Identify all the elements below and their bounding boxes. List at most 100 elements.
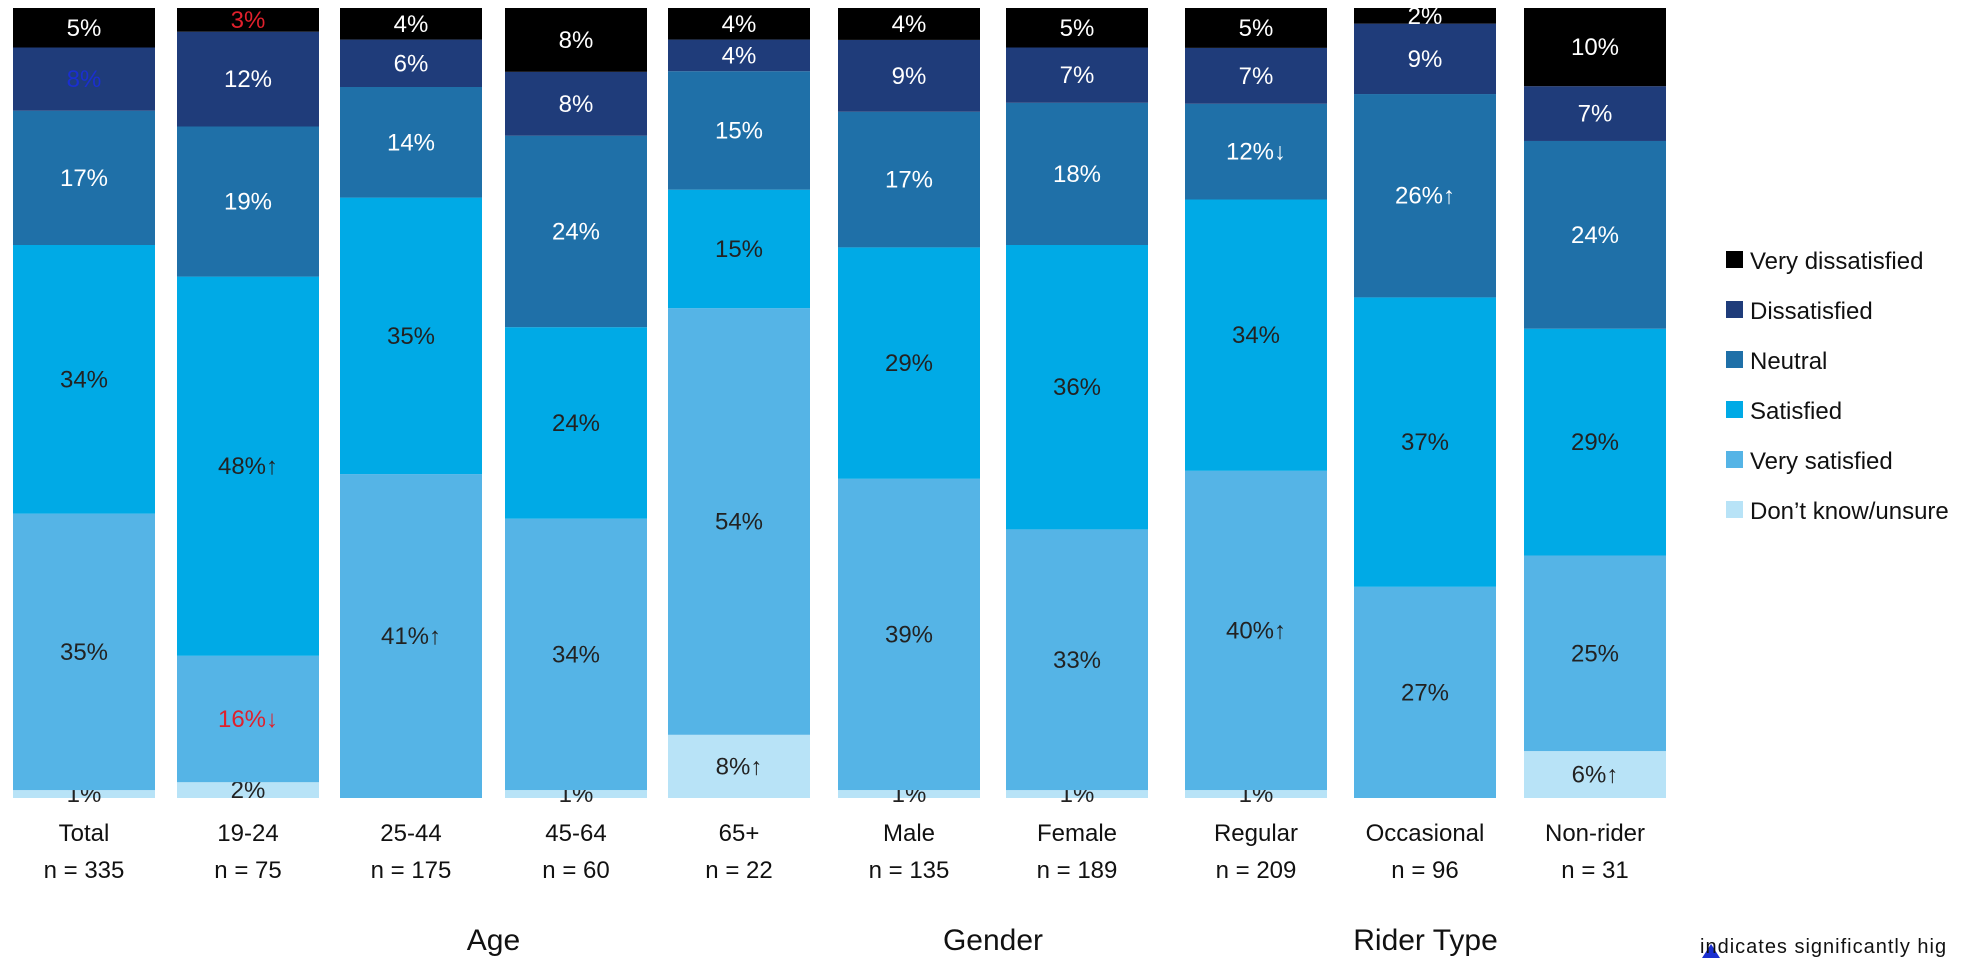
data-label: 25% [1571,640,1619,667]
bar-segment-occasional-5 [1354,8,1496,24]
data-label: 4% [892,11,927,38]
data-label: 5% [1060,15,1095,42]
data-label: 8%↑ [716,753,763,780]
data-label: 33% [1053,647,1101,674]
data-label: 19% [224,189,272,216]
data-label: 8% [559,27,594,54]
data-label: 2% [1408,3,1443,30]
data-label: 17% [60,165,108,192]
bar-segment-non-rider-0 [1524,751,1666,798]
bar-segment-occasional-3 [1354,94,1496,298]
legend-swatch [1726,251,1743,268]
category-n-label: n = 31 [1561,857,1628,884]
bar-segment-19-24-3 [177,126,319,277]
category-label: Total [59,820,110,847]
legend-label: Dissatisfied [1750,298,1873,325]
bar-segment-female-5 [1006,8,1148,48]
category-label: Regular [1214,820,1298,847]
data-label: 40%↑ [1226,617,1286,644]
data-label: 54% [715,509,763,536]
data-label: 27% [1401,679,1449,706]
bar-segment-non-rider-4 [1524,86,1666,141]
bar-segment-19-24-5 [177,8,319,32]
bar-segment-female-1 [1006,529,1148,791]
bar-segment-19-24-1 [177,655,319,783]
bar-segment-25-44-3 [340,87,482,198]
bar-segment-19-24-4 [177,31,319,127]
bar-segment-regular-2 [1185,199,1327,471]
data-label: 4% [722,42,757,69]
data-label: 5% [67,15,102,42]
bar-segment-total-3 [13,110,155,245]
data-label: 12%↓ [1226,139,1286,166]
bar-segment-19-24-0 [177,782,319,798]
legend-label: Very satisfied [1750,448,1893,475]
bar-segment-male-4 [838,39,980,112]
legend-swatch [1726,351,1743,368]
category-n-label: n = 22 [705,857,772,884]
bar-segment-total-5 [13,8,155,48]
data-label: 35% [60,639,108,666]
bar-segment-25-44-4 [340,39,482,87]
bar-segment-65+-5 [668,8,810,40]
legend-swatch [1726,301,1743,318]
category-label: 25-44 [380,820,441,847]
bar-segment-65+-1 [668,308,810,735]
data-label: 29% [1571,429,1619,456]
category-label: 45-64 [545,820,606,847]
data-label: 24% [552,410,600,437]
data-label: 17% [885,167,933,194]
bar-segment-regular-1 [1185,470,1327,791]
data-label: 36% [1053,374,1101,401]
category-n-label: n = 189 [1037,857,1118,884]
bar-segment-female-2 [1006,245,1148,530]
data-label: 48%↑ [218,453,278,480]
bar-segment-65+-0 [668,734,810,798]
bar-segment-regular-0 [1185,790,1327,798]
bar-segment-male-2 [838,247,980,479]
bar-segment-45-64-3 [505,135,647,328]
bar-segment-female-0 [1006,790,1148,798]
bar-segment-regular-5 [1185,8,1327,48]
category-label: Non-rider [1545,820,1645,847]
bar-segment-45-64-4 [505,71,647,136]
significance-footnote: indicates significantly hig [1700,936,1948,958]
data-label: 39% [885,621,933,648]
significance-up-icon [1702,944,1720,958]
category-n-label: n = 209 [1216,857,1297,884]
bar-segment-65+-4 [668,39,810,72]
category-n-label: n = 96 [1391,857,1458,884]
category-label: Occasional [1366,820,1485,847]
legend-swatch [1726,451,1743,468]
group-label: Gender [943,924,1043,957]
bar-segment-female-4 [1006,47,1148,103]
group-label: Rider Type [1353,924,1498,957]
bar-segment-45-64-0 [505,790,647,798]
data-label: 9% [1408,46,1443,73]
bar-segment-male-0 [838,790,980,798]
category-n-label: n = 135 [869,857,950,884]
category-label: Female [1037,820,1117,847]
legend-label: Neutral [1750,348,1827,375]
data-label: 7% [1239,63,1274,90]
category-n-label: n = 60 [542,857,609,884]
bar-segment-male-5 [838,8,980,40]
bar-segment-65+-2 [668,189,810,309]
data-label: 37% [1401,429,1449,456]
bar-segment-25-44-5 [340,8,482,40]
data-label: 16%↓ [218,706,278,733]
data-label: 4% [394,11,429,38]
legend-label: Don’t know/unsure [1750,498,1949,525]
category-label: 19-24 [217,820,278,847]
bar-segment-total-0 [13,790,155,798]
bar-segment-occasional-2 [1354,297,1496,587]
bar-segment-45-64-1 [505,518,647,791]
bar-segment-non-rider-2 [1524,328,1666,556]
legend-swatch [1726,501,1743,518]
bar-segment-45-64-2 [505,327,647,519]
data-label: 5% [1239,15,1274,42]
legend-label: Satisfied [1750,398,1842,425]
bar-segment-non-rider-1 [1524,555,1666,752]
data-label: 15% [715,236,763,263]
category-label: Male [883,820,935,847]
